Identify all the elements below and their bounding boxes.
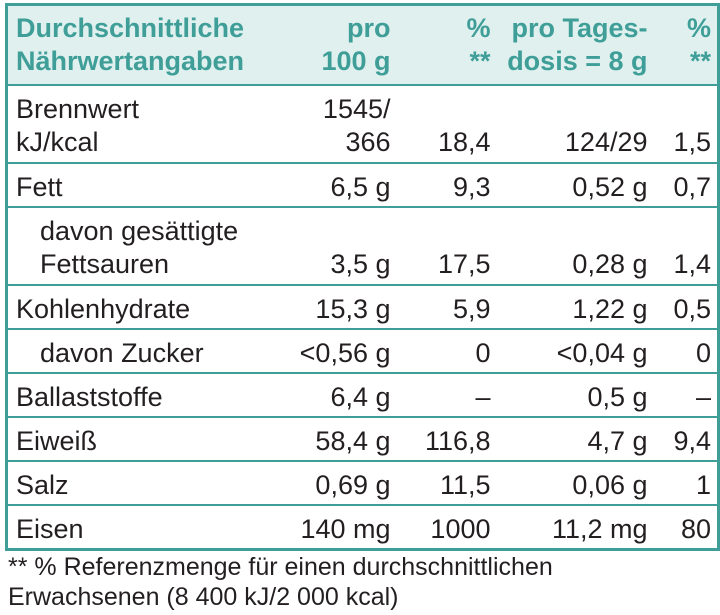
cell-pct2: 1,4 [653, 206, 719, 285]
cell-perdose: 4,7 g [496, 416, 654, 461]
header-pct1-line2: ** [469, 46, 491, 76]
cell-per100: 15,3 g [276, 284, 397, 329]
header-pct1-line1: % [466, 13, 491, 43]
row-salz: Salz 0,69 g 11,5 0,06 g 1 [6, 460, 719, 505]
cell-per100: 6,4 g [276, 372, 397, 417]
row-label-line1: davon gesättigte [40, 216, 239, 246]
header-pct2: % ** [653, 4, 719, 85]
cell-perdose: <0,04 g [496, 328, 654, 373]
cell-per100: 140 mg [276, 504, 397, 550]
footnote-line2: Erwachsenen (8 400 kJ/2 000 kcal) [8, 583, 399, 611]
cell-pct2: 1 [653, 460, 719, 505]
header-per100-line2: 100 g [321, 46, 391, 76]
cell-per100-line1: 1545/ [322, 94, 391, 124]
cell-perdose: 11,2 mg [496, 504, 654, 550]
row-label: Ballaststoffe [6, 372, 277, 417]
cell-pct1: 116,8 [396, 416, 497, 461]
cell-pct1: 11,5 [396, 460, 497, 505]
header-pct1: % ** [396, 4, 497, 85]
nutrition-table: Durchschnittliche Nährwertangaben pro 10… [5, 3, 720, 551]
header-label-line1: Durchschnittliche [16, 13, 245, 43]
cell-perdose: 0,5 g [496, 372, 654, 417]
row-label: Salz [6, 460, 277, 505]
row-eiweiss: Eiweiß 58,4 g 116,8 4,7 g 9,4 [6, 416, 719, 461]
row-label: Eisen [6, 504, 277, 550]
row-label-line1: Brennwert [16, 94, 140, 124]
row-brennwert: Brennwert kJ/kcal 1545/ 366 18,4 124/29 … [6, 84, 719, 163]
row-label: Fett [6, 162, 277, 207]
header-perdose: pro Tages- dosis = 8 g [496, 4, 654, 85]
cell-pct1: 5,9 [396, 284, 497, 329]
cell-per100: <0,56 g [276, 328, 397, 373]
header-label-line2: Nährwertangaben [16, 46, 245, 76]
row-ballaststoffe: Ballaststoffe 6,4 g – 0,5 g – [6, 372, 719, 417]
header-pct2-line1: % [686, 13, 711, 43]
cell-per100: 3,5 g [276, 206, 397, 285]
cell-perdose: 0,52 g [496, 162, 654, 207]
cell-perdose: 0,28 g [496, 206, 654, 285]
cell-pct2: 9,4 [653, 416, 719, 461]
cell-pct1: – [396, 372, 497, 417]
row-label-line2: Fettsauren [40, 249, 170, 279]
cell-per100: 6,5 g [276, 162, 397, 207]
row-zucker: davon Zucker <0,56 g 0 <0,04 g 0 [6, 328, 719, 373]
header-label: Durchschnittliche Nährwertangaben [6, 4, 277, 85]
cell-pct2: 0 [653, 328, 719, 373]
row-label: davon Zucker [6, 328, 277, 373]
row-kohlenhydrate: Kohlenhydrate 15,3 g 5,9 1,22 g 0,5 [6, 284, 719, 329]
cell-pct1: 0 [396, 328, 497, 373]
table-header-row: Durchschnittliche Nährwertangaben pro 10… [6, 4, 719, 85]
cell-pct1: 17,5 [396, 206, 497, 285]
cell-pct1: 1000 [396, 504, 497, 550]
header-per100-line1: pro [347, 13, 391, 43]
cell-pct1: 18,4 [396, 84, 497, 163]
footnote: ** % Referenzmenge für einen durchschnit… [8, 552, 553, 612]
footnote-line1: ** % Referenzmenge für einen durchschnit… [8, 553, 553, 581]
row-fett: Fett 6,5 g 9,3 0,52 g 0,7 [6, 162, 719, 207]
cell-perdose: 124/29 [496, 84, 654, 163]
cell-pct2: 0,5 [653, 284, 719, 329]
row-label-line2: kJ/kcal [16, 127, 99, 157]
row-eisen: Eisen 140 mg 1000 11,2 mg 80 [6, 504, 719, 550]
header-pct2-line2: ** [689, 46, 711, 76]
row-label: Eiweiß [6, 416, 277, 461]
cell-perdose: 1,22 g [496, 284, 654, 329]
cell-per100: 0,69 g [276, 460, 397, 505]
header-perdose-line1: pro Tages- [511, 13, 648, 43]
header-per100: pro 100 g [276, 4, 397, 85]
row-gesaettigte-fettsauren: davon gesättigte Fettsauren 3,5 g 17,5 0… [6, 206, 719, 285]
header-perdose-line2: dosis = 8 g [507, 46, 648, 76]
cell-per100-line2: 366 [345, 127, 391, 157]
cell-perdose: 0,06 g [496, 460, 654, 505]
cell-per100: 1545/ 366 [276, 84, 397, 163]
cell-pct2: 0,7 [653, 162, 719, 207]
cell-pct1: 9,3 [396, 162, 497, 207]
row-label: Kohlenhydrate [6, 284, 277, 329]
cell-per100: 58,4 g [276, 416, 397, 461]
cell-pct2: 1,5 [653, 84, 719, 163]
cell-pct2: – [653, 372, 719, 417]
row-label: Brennwert kJ/kcal [6, 84, 277, 163]
cell-pct2: 80 [653, 504, 719, 550]
row-label: davon gesättigte Fettsauren [6, 206, 277, 285]
